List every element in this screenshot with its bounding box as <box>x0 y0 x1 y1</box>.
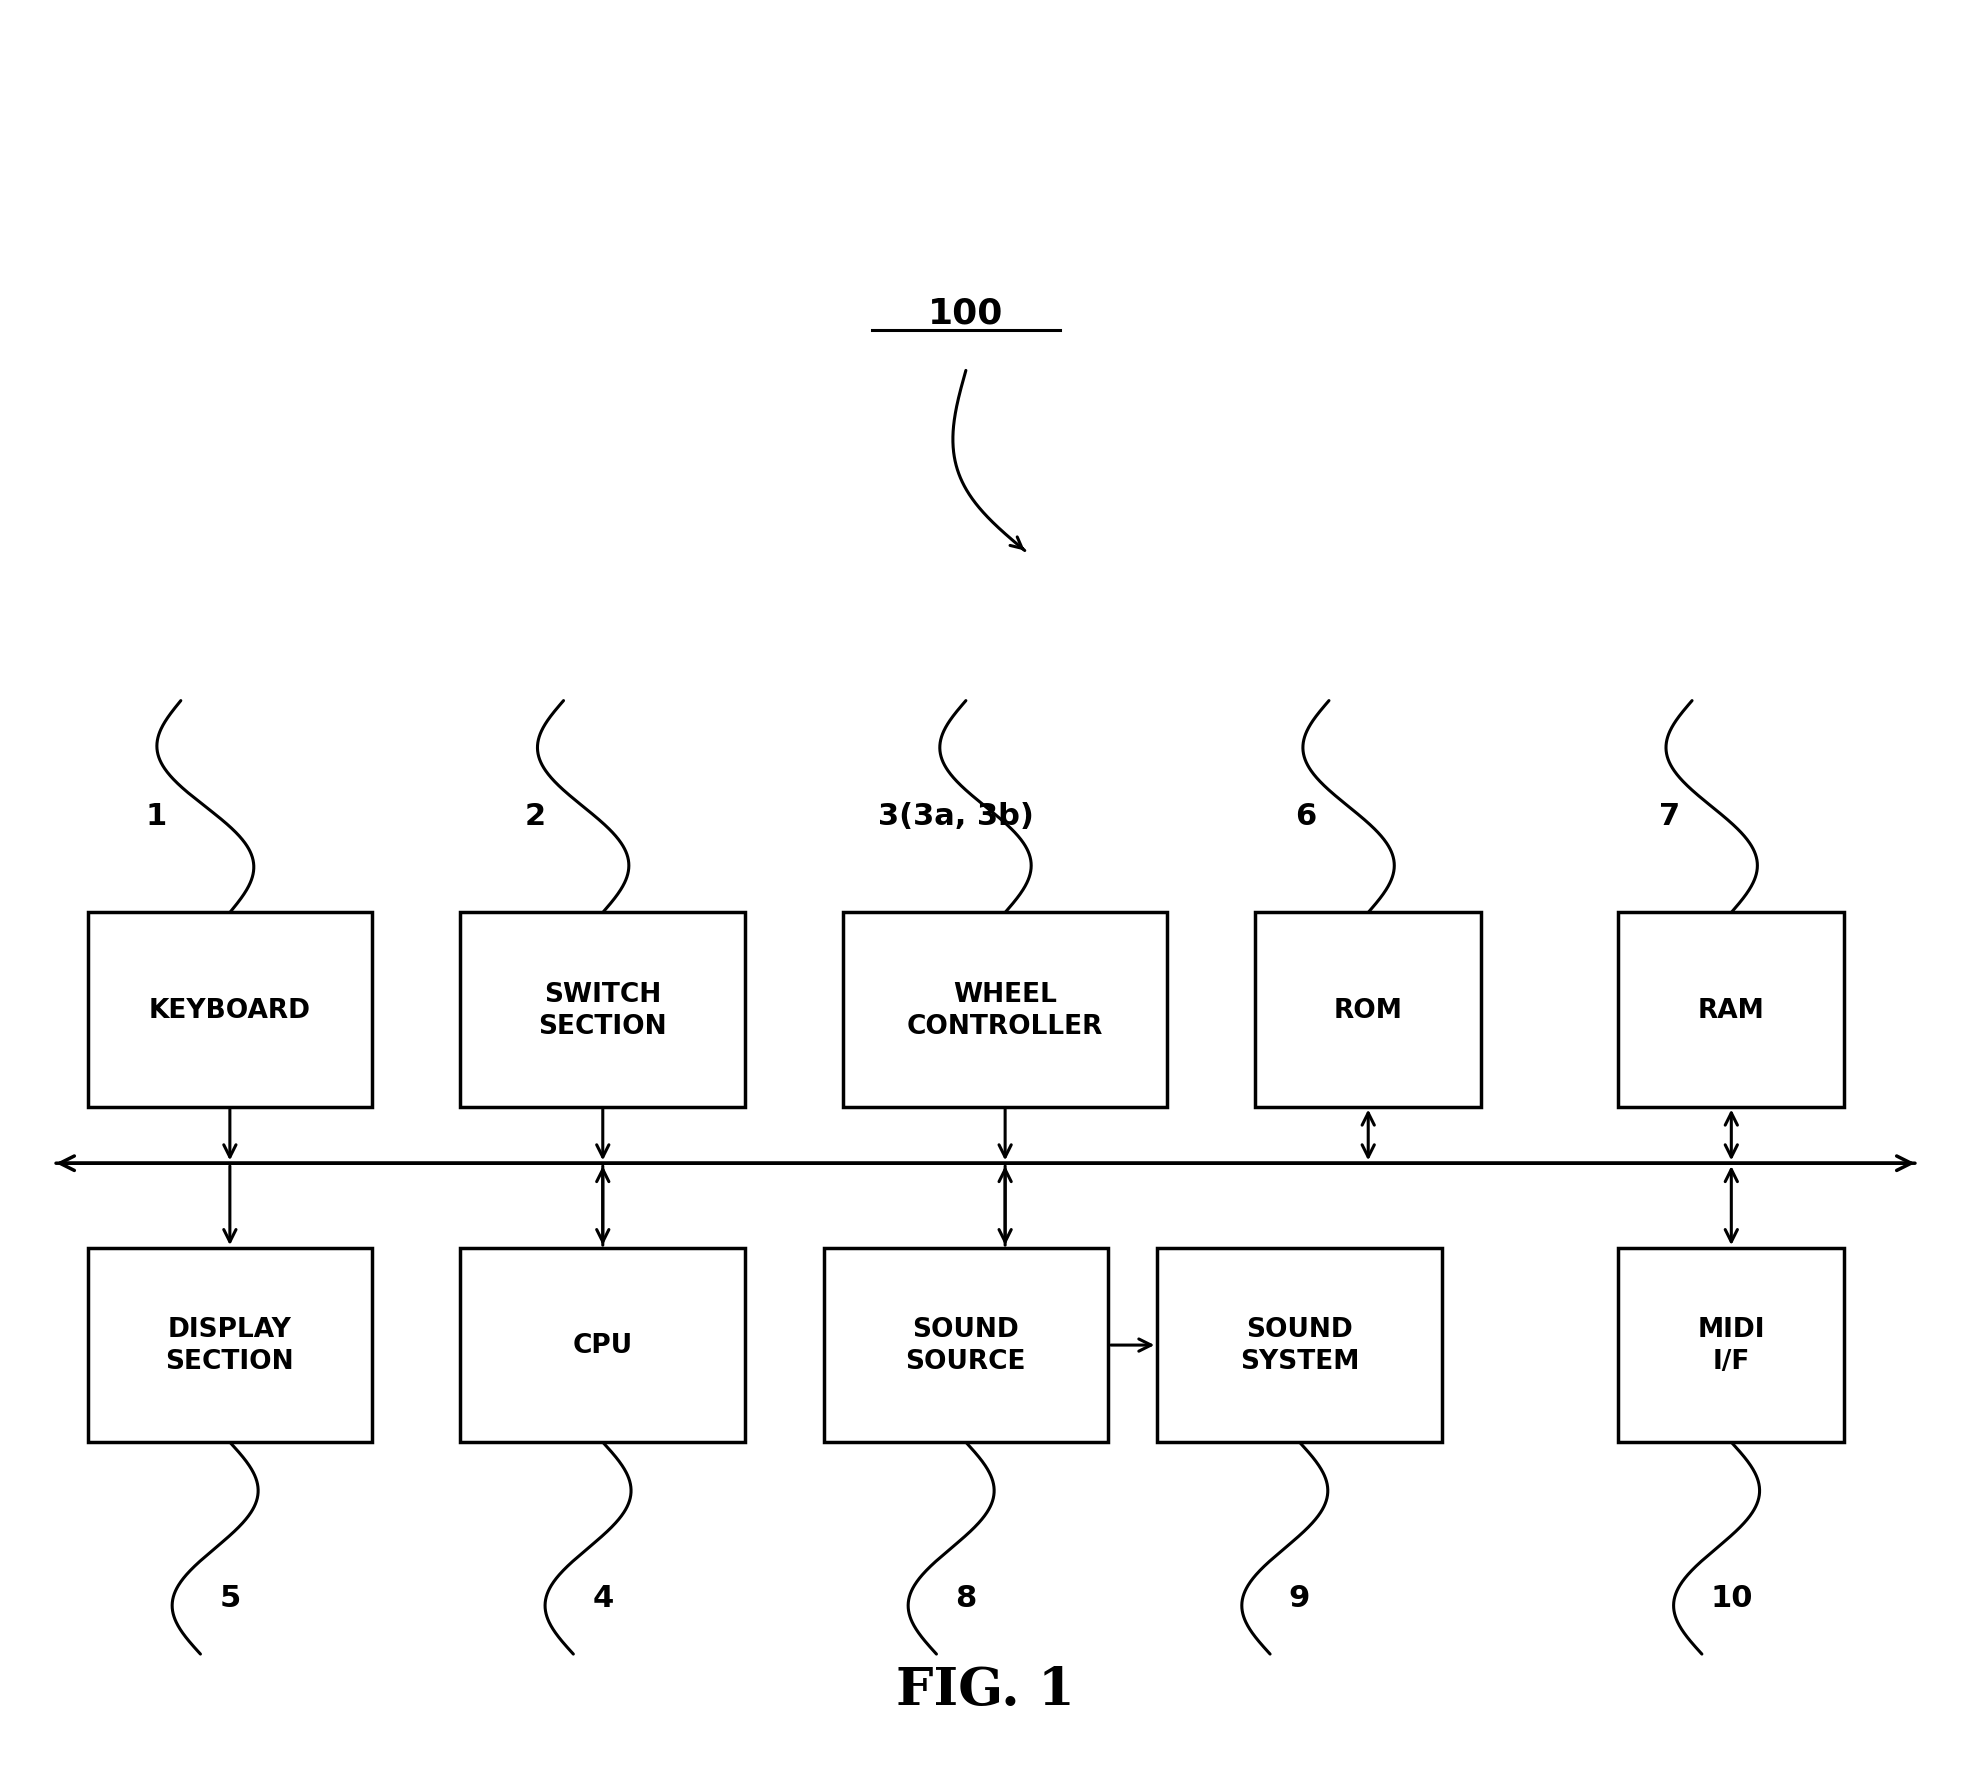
Text: SOUND
SYSTEM: SOUND SYSTEM <box>1240 1316 1360 1374</box>
Text: ROM: ROM <box>1334 996 1403 1023</box>
FancyBboxPatch shape <box>844 913 1167 1106</box>
FancyBboxPatch shape <box>1618 1248 1845 1443</box>
Text: KEYBOARD: KEYBOARD <box>150 996 311 1023</box>
Text: 10: 10 <box>1711 1583 1752 1612</box>
Text: MIDI
I/F: MIDI I/F <box>1697 1316 1766 1374</box>
Text: 4: 4 <box>591 1583 613 1612</box>
Text: 7: 7 <box>1660 801 1679 830</box>
Text: SOUND
SOURCE: SOUND SOURCE <box>905 1316 1027 1374</box>
Text: 9: 9 <box>1289 1583 1311 1612</box>
Text: 2: 2 <box>524 801 546 830</box>
FancyBboxPatch shape <box>824 1248 1108 1443</box>
Text: CPU: CPU <box>574 1332 633 1358</box>
FancyBboxPatch shape <box>1618 913 1845 1106</box>
FancyBboxPatch shape <box>87 913 373 1106</box>
Text: SWITCH
SECTION: SWITCH SECTION <box>538 980 666 1039</box>
FancyBboxPatch shape <box>461 1248 745 1443</box>
Text: 8: 8 <box>956 1583 976 1612</box>
Text: 100: 100 <box>928 296 1003 330</box>
Text: FIG. 1: FIG. 1 <box>897 1663 1074 1714</box>
Text: 5: 5 <box>219 1583 240 1612</box>
FancyBboxPatch shape <box>87 1248 373 1443</box>
Text: 3(3a, 3b): 3(3a, 3b) <box>877 801 1033 830</box>
Text: DISPLAY
SECTION: DISPLAY SECTION <box>166 1316 294 1374</box>
FancyBboxPatch shape <box>1157 1248 1443 1443</box>
Text: RAM: RAM <box>1697 996 1764 1023</box>
FancyBboxPatch shape <box>1256 913 1480 1106</box>
FancyBboxPatch shape <box>461 913 745 1106</box>
Text: WHEEL
CONTROLLER: WHEEL CONTROLLER <box>907 980 1104 1039</box>
Text: 6: 6 <box>1295 801 1317 830</box>
Text: 1: 1 <box>146 801 168 830</box>
